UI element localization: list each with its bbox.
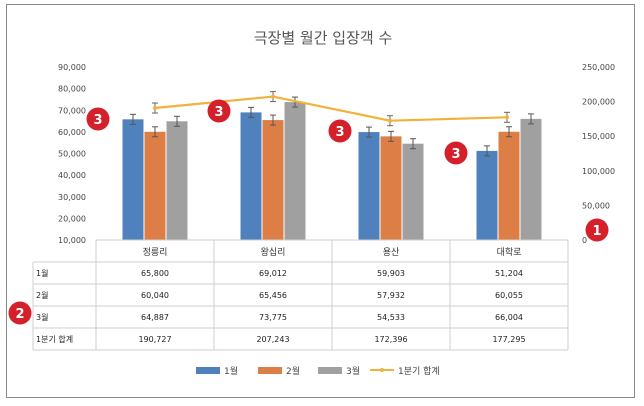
table-cell: 60,055 [495, 291, 523, 300]
annotation-badge [8, 301, 32, 325]
line-marker [271, 94, 275, 99]
y-axis-tick-label: 70,000 [58, 106, 86, 115]
table-cell: 66,004 [495, 313, 523, 322]
annotation-badge-number: 1 [592, 224, 601, 239]
table-cell: 172,396 [374, 335, 407, 344]
bar [284, 102, 306, 240]
table-cell: 64,887 [141, 313, 169, 322]
line-marker [153, 106, 157, 111]
table-row-label: 1분기 합계 [36, 334, 73, 344]
legend-label: 3월 [346, 365, 360, 377]
secondary-y-axis-tick-label: 100,000 [582, 167, 615, 176]
y-axis-tick-label: 90,000 [58, 63, 86, 72]
bar [380, 136, 402, 240]
y-axis-tick-label: 80,000 [58, 85, 86, 94]
secondary-y-axis-tick-label: 150,000 [582, 132, 615, 141]
line-marker [505, 115, 509, 120]
secondary-y-axis-tick-label: 250,000 [582, 63, 615, 72]
table-cell: 57,932 [377, 291, 405, 300]
y-axis-tick-label: 10,000 [58, 236, 86, 245]
legend-label: 2월 [286, 365, 300, 377]
secondary-y-axis-tick-label: 50,000 [582, 201, 610, 210]
annotation-badge [444, 141, 468, 165]
annotation-badge [328, 119, 352, 143]
y-axis-tick-label: 30,000 [58, 193, 86, 202]
table-cell: 51,204 [495, 269, 523, 278]
legend-label: 1월 [224, 365, 238, 377]
annotation-badge [207, 99, 231, 123]
annotation-badge-number: 3 [335, 125, 344, 140]
annotation-badge-number: 3 [451, 147, 460, 162]
table-cell: 65,456 [259, 291, 287, 300]
table-cell: 207,243 [256, 335, 289, 344]
bar [240, 112, 262, 240]
bar [520, 118, 542, 240]
annotation-badge-number: 3 [214, 105, 223, 120]
bar [122, 119, 144, 240]
bar [402, 143, 424, 240]
table-row-label: 1월 [36, 268, 48, 278]
bar [262, 120, 284, 240]
category-label: 정릉리 [143, 247, 168, 258]
annotation-badge-number: 2 [15, 307, 24, 322]
secondary-y-axis-tick-label: 0 [582, 236, 587, 245]
bar [358, 132, 380, 240]
legend-swatch-marker [380, 368, 384, 372]
table-cell: 65,800 [141, 269, 169, 278]
table-cell: 59,903 [377, 269, 405, 278]
table-row-label: 2월 [36, 290, 48, 300]
annotation-badge-number: 3 [93, 113, 102, 128]
y-axis-tick-label: 20,000 [58, 214, 86, 223]
table-cell: 177,295 [492, 335, 525, 344]
legend-label: 1분기 합계 [398, 365, 440, 377]
y-axis-tick-label: 60,000 [58, 128, 86, 137]
bar [144, 131, 166, 240]
y-axis-tick-label: 50,000 [58, 150, 86, 159]
bar [476, 150, 498, 240]
line-marker [388, 118, 392, 123]
table-cell: 73,775 [259, 313, 287, 322]
secondary-y-axis-tick-label: 200,000 [582, 98, 615, 107]
category-label: 대학로 [497, 247, 522, 258]
annotation-badge [86, 107, 110, 131]
table-cell: 54,533 [377, 313, 405, 322]
category-label: 용산 [383, 247, 400, 258]
legend-swatch [196, 367, 220, 374]
annotation-badge [585, 218, 609, 242]
category-label: 왕십리 [261, 247, 286, 258]
y-axis-tick-label: 40,000 [58, 171, 86, 180]
table-cell: 69,012 [259, 269, 287, 278]
table-cell: 60,040 [141, 291, 169, 300]
bar [498, 131, 520, 240]
legend-swatch [258, 367, 282, 374]
legend-swatch [318, 367, 342, 374]
table-row-label: 3월 [36, 312, 48, 322]
table-cell: 190,727 [138, 335, 171, 344]
bar [166, 121, 188, 240]
chart-title: 극장별 월간 입장객 수 [254, 29, 393, 47]
